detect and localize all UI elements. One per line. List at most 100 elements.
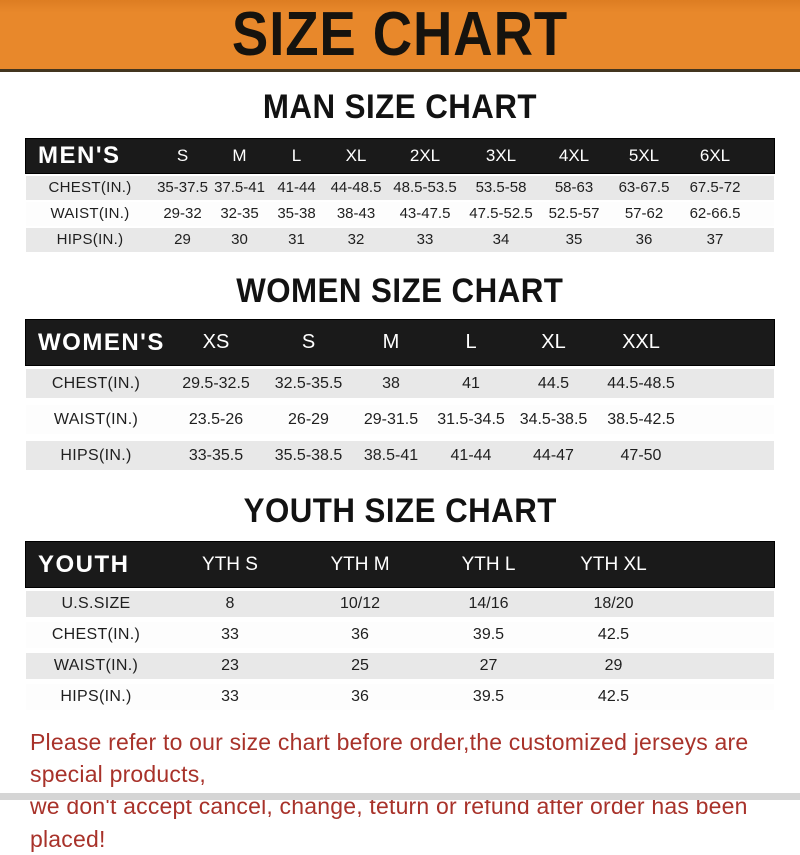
row-spacer — [686, 441, 774, 470]
size-value-cell: 14/16 — [468, 595, 509, 613]
size-value-cell: 63-67.5 — [618, 179, 670, 197]
row-label: CHEST(IN.) — [48, 179, 132, 197]
size-column-header: 2XL — [409, 145, 441, 165]
womens-size-table: WOMEN'S XS S M L XL XXL CHEST(IN.) 29.5-… — [26, 320, 774, 471]
size-value-cell: 47-50 — [620, 446, 662, 464]
size-value-cell: 23.5-26 — [188, 410, 244, 428]
size-value-cell: 10/12 — [339, 595, 381, 613]
youth-size-table: YOUTH YTH S YTH M YTH L YTH XL U.S.SIZE … — [26, 542, 774, 711]
size-value-cell: 44-48.5 — [330, 179, 382, 197]
size-value-cell: 29 — [604, 657, 623, 675]
youth-chest-row: CHEST(IN.) 33 36 39.5 42.5 — [26, 622, 774, 649]
youth-section-title-text: YOUTH SIZE CHART — [243, 492, 557, 531]
size-value-cell: 33 — [221, 688, 239, 706]
mens-table-header-bar: MEN'S S M L XL 2XL 3XL 4XL 5XL 6XL — [26, 138, 774, 173]
banner-title: SIZE CHART — [231, 0, 569, 69]
header-spacer — [686, 320, 774, 365]
women-section-title-text: WOMEN SIZE CHART — [236, 271, 564, 310]
size-value-cell: 33 — [416, 231, 434, 249]
size-value-cell: 41-44 — [277, 179, 316, 197]
size-value-cell: 57-62 — [624, 205, 664, 223]
size-column-header: S — [176, 145, 189, 165]
row-spacer — [676, 684, 774, 710]
size-value-cell: 25 — [351, 657, 369, 675]
size-value-cell: 35-37.5 — [157, 179, 208, 197]
size-value-cell: 41 — [462, 374, 480, 392]
row-label: HIPS(IN.) — [60, 688, 132, 706]
size-value-cell: 36 — [351, 626, 369, 644]
size-value-cell: 44-47 — [533, 446, 574, 464]
row-label: HIPS(IN.) — [60, 446, 132, 464]
mens-hips-row: HIPS(IN.) 29 30 31 32 33 34 35 36 37 — [26, 227, 774, 252]
size-column-header: L — [291, 145, 302, 165]
women-section-title: WOMEN SIZE CHART — [0, 271, 800, 310]
man-section-title: MAN SIZE CHART — [0, 88, 800, 126]
size-value-cell: 32 — [347, 231, 365, 249]
row-spacer — [751, 202, 774, 226]
size-value-cell: 41-44 — [450, 446, 492, 464]
youth-waist-row: WAIST(IN.) 23 25 27 29 — [26, 653, 774, 680]
youth-table-header-bar: YOUTH YTH S YTH M YTH L YTH XL — [26, 542, 774, 588]
size-column-header: XL — [345, 145, 367, 165]
size-value-cell: 39.5 — [472, 626, 505, 644]
youth-header-label: YOUTH — [38, 550, 130, 578]
size-value-cell: 35 — [565, 231, 583, 249]
size-column-header: YTH M — [330, 553, 390, 575]
size-column-header: S — [301, 331, 316, 354]
row-spacer — [676, 653, 774, 679]
row-label: WAIST(IN.) — [53, 410, 139, 428]
youth-ussize-row: U.S.SIZE 8 10/12 14/16 18/20 — [26, 591, 774, 618]
size-value-cell: 35-38 — [277, 205, 316, 223]
size-value-cell: 31 — [288, 231, 305, 249]
man-section-title-text: MAN SIZE CHART — [262, 88, 538, 126]
size-value-cell: 53.5-58 — [475, 179, 527, 197]
mens-chest-row: CHEST(IN.) 35-37.5 37.5-41 41-44 44-48.5… — [26, 175, 774, 200]
size-column-header: 3XL — [485, 145, 517, 165]
size-value-cell: 27 — [479, 657, 498, 675]
size-value-cell: 34.5-38.5 — [519, 410, 588, 428]
size-column-header: XS — [202, 331, 230, 354]
size-value-cell: 23 — [221, 657, 239, 675]
size-value-cell: 48.5-53.5 — [393, 179, 457, 197]
size-column-header: YTH S — [202, 553, 258, 575]
size-value-cell: 35.5-38.5 — [274, 446, 343, 464]
row-label: WAIST(IN.) — [53, 657, 139, 675]
size-value-cell: 30 — [231, 231, 248, 249]
size-value-cell: 38.5-42.5 — [607, 410, 675, 428]
size-column-header: YTH L — [461, 553, 516, 575]
size-value-cell: 38 — [382, 374, 400, 392]
row-spacer — [686, 405, 774, 434]
youth-hips-row: HIPS(IN.) 33 36 39.5 42.5 — [26, 684, 774, 711]
size-value-cell: 37.5-41 — [214, 179, 265, 197]
size-chart-banner: SIZE CHART — [0, 0, 800, 72]
size-value-cell: 33-35.5 — [188, 446, 244, 464]
row-spacer — [686, 369, 774, 398]
size-value-cell: 31.5-34.5 — [437, 410, 505, 428]
size-column-header: M — [382, 331, 400, 354]
row-label: WAIST(IN.) — [50, 205, 130, 223]
size-value-cell: 29.5-32.5 — [182, 374, 250, 392]
size-value-cell: 34 — [492, 231, 510, 249]
size-value-cell: 33 — [221, 626, 239, 644]
header-spacer — [676, 542, 774, 587]
size-value-cell: 29-32 — [163, 205, 202, 223]
row-label: HIPS(IN.) — [56, 231, 124, 249]
size-value-cell: 43-47.5 — [399, 205, 451, 223]
size-value-cell: 67.5-72 — [689, 179, 741, 197]
size-column-header: XXL — [622, 331, 660, 354]
womens-waist-row: WAIST(IN.) 23.5-26 26-29 29-31.5 31.5-34… — [26, 405, 774, 435]
size-value-cell: 36 — [635, 231, 653, 249]
size-value-cell: 32.5-35.5 — [274, 374, 343, 392]
size-value-cell: 38.5-41 — [363, 446, 419, 464]
size-column-header: M — [232, 145, 247, 165]
size-value-cell: 29 — [174, 231, 191, 249]
row-label: U.S.SIZE — [61, 595, 131, 613]
disclaimer-line-2: we don't accept cancel, change, teturn o… — [30, 793, 748, 852]
row-spacer — [751, 228, 774, 252]
row-spacer — [751, 176, 774, 200]
womens-chest-row: CHEST(IN.) 29.5-32.5 32.5-35.5 38 41 44.… — [26, 369, 774, 399]
womens-table-header-bar: WOMEN'S XS S M L XL XXL — [26, 320, 774, 366]
size-value-cell: 58-63 — [554, 179, 594, 197]
row-spacer — [676, 622, 774, 648]
size-value-cell: 26-29 — [288, 410, 329, 428]
